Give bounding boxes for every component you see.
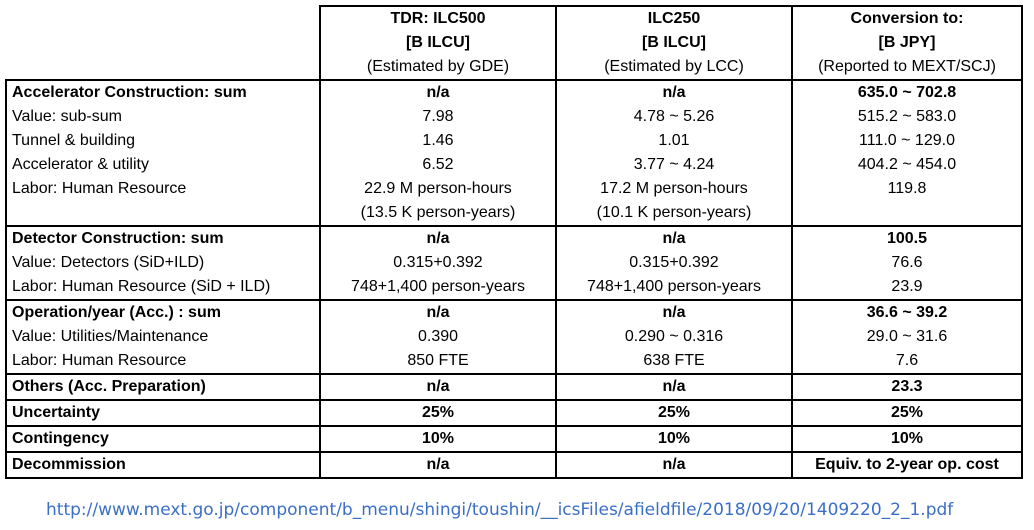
header-ilc250: ILC250 [B ILCU] (Estimated by LCC) [555, 5, 793, 80]
row-label: Labor: Human Resource [5, 177, 321, 226]
row-label: Tunnel & building [5, 129, 321, 153]
cell-jpy: 25% [791, 399, 1023, 426]
table-row: Detector Construction: sum n/a n/a 100.5 [5, 225, 1023, 251]
header-ilc250-unit: [B ILCU] [642, 34, 706, 51]
cell-jpy: 515.2 ~ 583.0 [791, 105, 1023, 129]
cell-ilc250: n/a [555, 451, 793, 479]
cell-tdr-line1: 22.9 M person-hours [364, 180, 512, 197]
table-row: Contingency 10% 10% 10% [5, 425, 1023, 452]
cell-ilc250: 17.2 M person-hours (10.1 K person-years… [555, 177, 793, 226]
cell-tdr: 10% [319, 425, 557, 452]
row-label: Value: Utilities/Maintenance [5, 325, 321, 349]
cell-tdr: 6.52 [319, 153, 557, 177]
cell-jpy: 404.2 ~ 454.0 [791, 153, 1023, 177]
cell-ilc250: 25% [555, 399, 793, 426]
cell-ilc250-line1: 17.2 M person-hours [600, 180, 748, 197]
cell-jpy: 7.6 [791, 349, 1023, 374]
cell-ilc250: n/a [555, 79, 793, 105]
cell-tdr: 850 FTE [319, 349, 557, 374]
cell-jpy: 36.6 ~ 39.2 [791, 299, 1023, 325]
table-row: Accelerator Construction: sum n/a n/a 63… [5, 79, 1023, 105]
header-tdr-unit: [B ILCU] [406, 34, 470, 51]
row-label: Accelerator Construction: sum [5, 79, 321, 105]
cell-jpy: 119.8 [791, 177, 1023, 226]
row-label: Uncertainty [5, 399, 321, 426]
row-label: Contingency [5, 425, 321, 452]
cell-tdr: 7.98 [319, 105, 557, 129]
cell-tdr: n/a [319, 299, 557, 325]
header-conversion-unit: [B JPY] [878, 34, 936, 51]
table-row: Labor: Human Resource 22.9 M person-hour… [5, 177, 1023, 226]
cell-ilc250: n/a [555, 299, 793, 325]
cell-ilc250: 748+1,400 person-years [555, 275, 793, 300]
table-row: Operation/year (Acc.) : sum n/a n/a 36.6… [5, 299, 1023, 325]
header-ilc250-title: ILC250 [647, 10, 701, 27]
cell-ilc250: 638 FTE [555, 349, 793, 374]
header-conversion-title: Conversion to: [850, 10, 964, 27]
cell-jpy: 100.5 [791, 225, 1023, 251]
table-row: Labor: Human Resource (SiD + ILD) 748+1,… [5, 275, 1023, 300]
table-row: Decommission n/a n/a Equiv. to 2-year op… [5, 451, 1023, 479]
table-row: Uncertainty 25% 25% 25% [5, 399, 1023, 426]
row-label: Labor: Human Resource (SiD + ILD) [5, 275, 321, 300]
cell-jpy: Equiv. to 2-year op. cost [791, 451, 1023, 479]
row-label: Others (Acc. Preparation) [5, 373, 321, 400]
header-row: TDR: ILC500 [B ILCU] (Estimated by GDE) … [6, 5, 1023, 80]
cell-ilc250: n/a [555, 373, 793, 400]
cell-ilc250: n/a [555, 225, 793, 251]
header-blank-cell [6, 6, 321, 80]
cell-tdr-line2: (13.5 K person-years) [360, 204, 516, 221]
cell-tdr: 25% [319, 399, 557, 426]
row-label: Value: Detectors (SiD+ILD) [5, 251, 321, 275]
cost-table: TDR: ILC500 [B ILCU] (Estimated by GDE) … [5, 5, 1023, 479]
cell-ilc250-line2: (10.1 K person-years) [596, 204, 752, 221]
header-tdr-note: (Estimated by GDE) [366, 58, 510, 75]
table-row: Value: Detectors (SiD+ILD) 0.315+0.392 0… [5, 251, 1023, 275]
cell-jpy: 29.0 ~ 31.6 [791, 325, 1023, 349]
cell-ilc250: 4.78 ~ 5.26 [555, 105, 793, 129]
cell-jpy: 10% [791, 425, 1023, 452]
header-tdr-ilc500: TDR: ILC500 [B ILCU] (Estimated by GDE) [319, 5, 557, 80]
source-url-link[interactable]: http://www.mext.go.jp/component/b_menu/s… [46, 500, 954, 520]
cell-tdr: 0.315+0.392 [319, 251, 557, 275]
table-row: Value: sub-sum 7.98 4.78 ~ 5.26 515.2 ~ … [5, 105, 1023, 129]
row-label: Accelerator & utility [5, 153, 321, 177]
table-row: Accelerator & utility 6.52 3.77 ~ 4.24 4… [5, 153, 1023, 177]
row-label: Decommission [5, 451, 321, 479]
row-label: Operation/year (Acc.) : sum [5, 299, 321, 325]
cell-ilc250: 0.290 ~ 0.316 [555, 325, 793, 349]
cell-jpy: 23.9 [791, 275, 1023, 300]
cell-jpy: 76.6 [791, 251, 1023, 275]
cell-ilc250: 1.01 [555, 129, 793, 153]
cell-ilc250: 3.77 ~ 4.24 [555, 153, 793, 177]
cell-tdr: 1.46 [319, 129, 557, 153]
cell-tdr: n/a [319, 451, 557, 479]
table-row: Labor: Human Resource 850 FTE 638 FTE 7.… [5, 349, 1023, 374]
cell-tdr: n/a [319, 79, 557, 105]
header-ilc250-note: (Estimated by LCC) [604, 58, 744, 75]
cell-jpy: 23.3 [791, 373, 1023, 400]
row-label: Detector Construction: sum [5, 225, 321, 251]
header-tdr-title: TDR: ILC500 [390, 10, 486, 27]
cell-tdr: n/a [319, 225, 557, 251]
cell-tdr: n/a [319, 373, 557, 400]
table-row: Tunnel & building 1.46 1.01 111.0 ~ 129.… [5, 129, 1023, 153]
cell-ilc250: 0.315+0.392 [555, 251, 793, 275]
row-label: Labor: Human Resource [5, 349, 321, 374]
cell-tdr: 748+1,400 person-years [319, 275, 557, 300]
table-row: Value: Utilities/Maintenance 0.390 0.290… [5, 325, 1023, 349]
table-row: Others (Acc. Preparation) n/a n/a 23.3 [5, 373, 1023, 400]
header-conversion: Conversion to: [B JPY] (Reported to MEXT… [791, 5, 1023, 80]
cell-tdr: 22.9 M person-hours (13.5 K person-years… [319, 177, 557, 226]
header-conversion-note: (Reported to MEXT/SCJ) [818, 58, 996, 75]
cell-jpy: 635.0 ~ 702.8 [791, 79, 1023, 105]
cell-jpy: 111.0 ~ 129.0 [791, 129, 1023, 153]
cell-ilc250: 10% [555, 425, 793, 452]
row-label: Value: sub-sum [5, 105, 321, 129]
cell-tdr: 0.390 [319, 325, 557, 349]
